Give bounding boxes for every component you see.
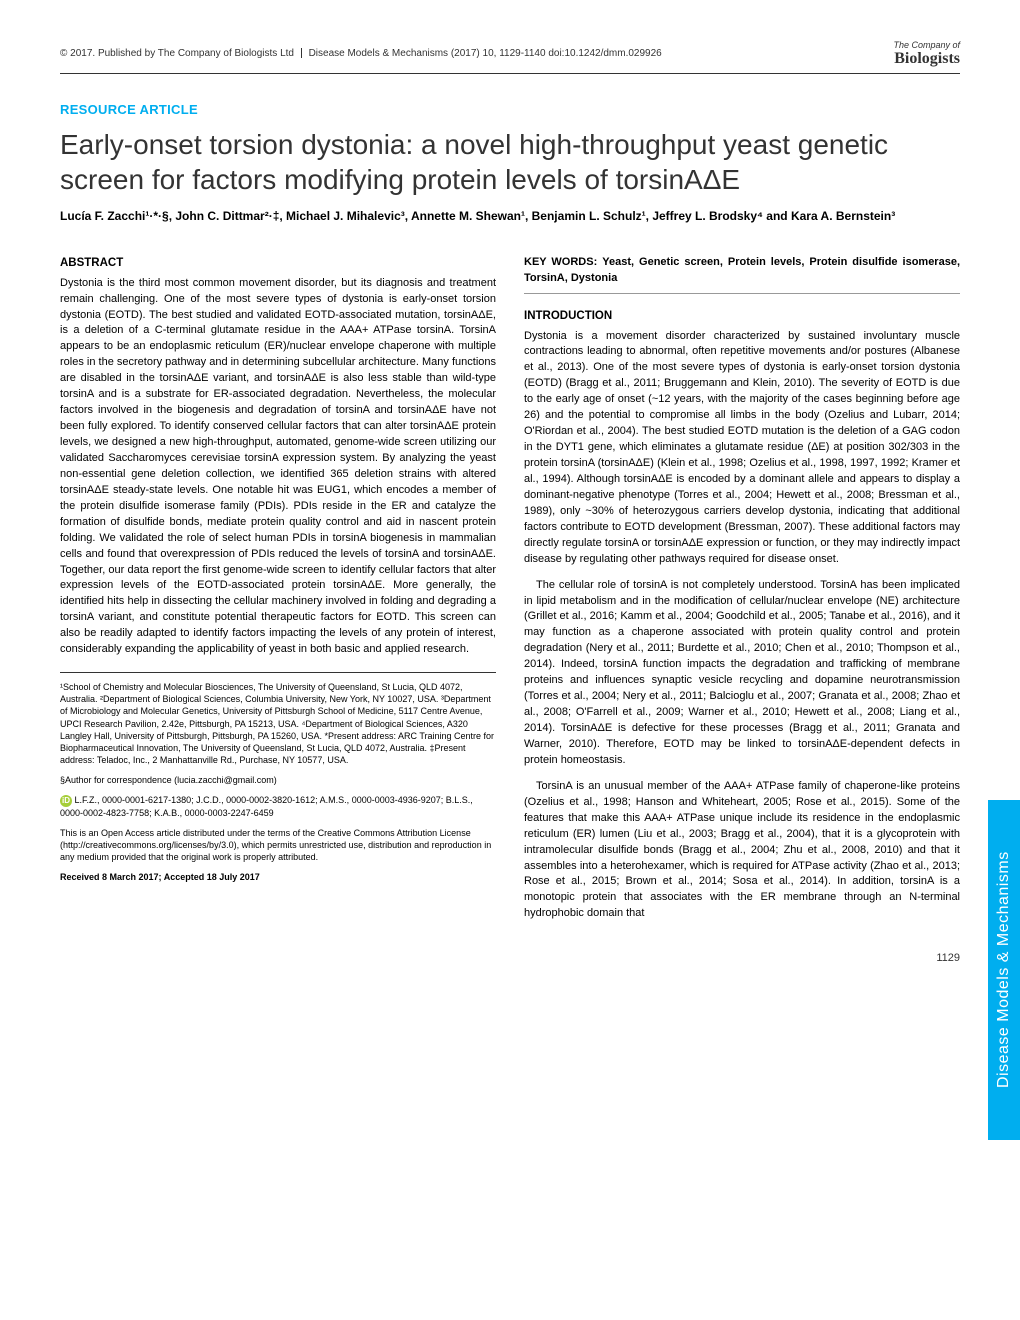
orcid-ids: L.F.Z., 0000-0001-6217-1380; J.C.D., 000…: [60, 795, 473, 818]
intro-paragraph-3: TorsinA is an unusual member of the AAA+…: [524, 779, 960, 922]
right-column: KEY WORDS: Yeast, Genetic screen, Protei…: [524, 255, 960, 932]
received-dates: Received 8 March 2017; Accepted 18 July …: [60, 871, 496, 883]
header-text: © 2017. Published by The Company of Biol…: [60, 48, 662, 59]
copyright-text: © 2017. Published by The Company of Biol…: [60, 48, 294, 59]
logo-company-text: The Company of: [893, 40, 960, 50]
journal-citation: Disease Models & Mechanisms (2017) 10, 1…: [309, 48, 662, 59]
introduction-heading: INTRODUCTION: [524, 308, 960, 325]
intro-paragraph-1: Dystonia is a movement disorder characte…: [524, 329, 960, 568]
two-column-body: ABSTRACT Dystonia is the third most comm…: [60, 255, 960, 932]
correspondence-text: §Author for correspondence (lucia.zacchi…: [60, 774, 496, 786]
header-bar: © 2017. Published by The Company of Biol…: [60, 40, 960, 74]
license-text: This is an Open Access article distribut…: [60, 827, 496, 863]
article-type-label: RESOURCE ARTICLE: [60, 102, 960, 117]
author-list: Lucía F. Zacchi¹·*·§, John C. Dittmar²·‡…: [60, 207, 960, 225]
keywords-label: KEY WORDS:: [524, 256, 597, 268]
page-container: © 2017. Published by The Company of Biol…: [0, 0, 1020, 994]
abstract-text: Dystonia is the third most common moveme…: [60, 276, 496, 659]
intro-paragraph-2: The cellular role of torsinA is not comp…: [524, 578, 960, 769]
header-separator: [301, 48, 302, 58]
orcid-line: iD L.F.Z., 0000-0001-6217-1380; J.C.D., …: [60, 794, 496, 819]
affiliations-text: ¹School of Chemistry and Molecular Biosc…: [60, 681, 496, 766]
footnotes-block: ¹School of Chemistry and Molecular Biosc…: [60, 672, 496, 883]
logo-biologists-text: Biologists: [894, 50, 960, 67]
article-title: Early-onset torsion dystonia: a novel hi…: [60, 127, 960, 197]
publisher-logo: The Company of Biologists: [893, 40, 960, 67]
page-number: 1129: [60, 952, 960, 964]
journal-side-tab: Disease Models & Mechanisms: [988, 800, 1020, 1140]
left-column: ABSTRACT Dystonia is the third most comm…: [60, 255, 496, 932]
keywords-block: KEY WORDS: Yeast, Genetic screen, Protei…: [524, 255, 960, 294]
abstract-heading: ABSTRACT: [60, 255, 496, 272]
orcid-icon: iD: [60, 795, 72, 807]
